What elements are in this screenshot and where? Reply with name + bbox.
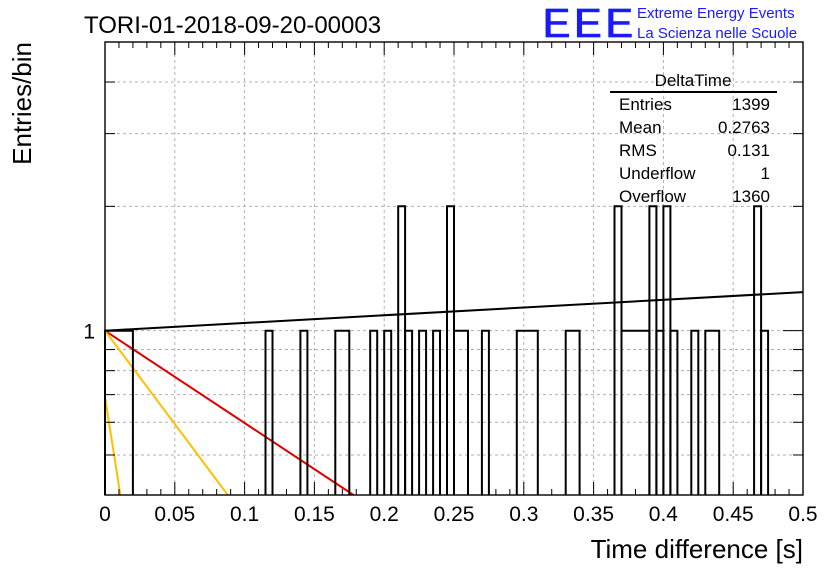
- histogram-bin: [480, 329, 490, 495]
- histogram-bin: [299, 329, 309, 495]
- eee-logo: EEE Extreme Energy Events La Scienza nel…: [541, 0, 797, 49]
- fit-line: [105, 397, 122, 495]
- histogram-bin: [515, 329, 539, 495]
- logo-line2: La Scienza nelle Scuole: [637, 25, 797, 42]
- stats-value: 1: [761, 164, 770, 183]
- histogram-bin: [383, 329, 393, 495]
- histogram-bin: [418, 329, 428, 495]
- stats-label: Mean: [619, 118, 662, 137]
- histogram-bin: [564, 329, 581, 495]
- histogram-bin: [669, 329, 679, 495]
- stats-label: Overflow: [619, 187, 687, 206]
- stats-box: DeltaTime Entries 1399 Mean 0.2763 RMS 0.131 U…: [610, 71, 777, 206]
- stats-title: DeltaTime: [655, 71, 732, 90]
- logo-mark: EEE: [542, 0, 636, 48]
- logo-line1: Extreme Energy Events: [637, 5, 795, 22]
- x-tick-label: 0.35: [573, 503, 614, 526]
- x-tick-label: 0.5: [788, 503, 817, 526]
- y-axis-label: Entries/bin: [7, 42, 37, 165]
- plot-frame: [104, 41, 804, 496]
- histogram-bin: [264, 329, 274, 495]
- x-axis-label: Time difference [s]: [591, 534, 803, 564]
- stats-label: RMS: [619, 141, 657, 160]
- y-tick-label: 1: [83, 321, 95, 344]
- stats-value: 0.2763: [718, 118, 770, 137]
- x-tick-label: 0.45: [713, 503, 754, 526]
- x-tick-label: 0.15: [294, 503, 335, 526]
- stats-label: Underflow: [619, 164, 696, 183]
- x-tick-label: 0.4: [649, 503, 679, 526]
- stats-value: 0.131: [727, 141, 770, 160]
- histogram-bin: [760, 329, 770, 495]
- histogram-bin: [369, 329, 379, 495]
- chart-title: TORI-01-2018-09-20-00003: [84, 12, 381, 39]
- x-tick-label: 0.05: [154, 503, 195, 526]
- histogram-bin: [690, 329, 700, 495]
- stats-value: 1399: [732, 95, 770, 114]
- x-tick-label: 0: [99, 503, 111, 526]
- x-tick-label: 0.25: [434, 503, 475, 526]
- histogram-bin: [404, 329, 414, 495]
- fit-line: [105, 330, 229, 495]
- stats-label: Entries: [619, 95, 672, 114]
- histogram-bin: [334, 329, 351, 495]
- histogram-bin: [432, 329, 441, 495]
- fit-line: [105, 329, 355, 495]
- histogram-bin: [453, 329, 469, 495]
- stats-value: 1360: [732, 187, 770, 206]
- x-tick-label: 0.2: [370, 503, 399, 526]
- axis-ticks: 0 0.05 0.1 0.15 0.2 0.25 0.3 0.35 0.4 0.45 0.5 1: [83, 42, 818, 526]
- x-tick-label: 0.3: [509, 503, 538, 526]
- x-tick-label: 0.1: [230, 503, 259, 526]
- histogram-bin: [704, 329, 721, 495]
